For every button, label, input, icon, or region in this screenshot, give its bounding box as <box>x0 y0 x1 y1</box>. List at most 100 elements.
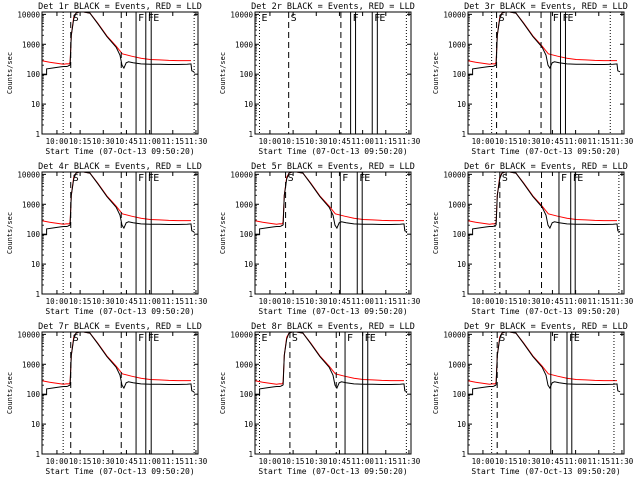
panel-4-series-events-2 <box>69 171 195 233</box>
panel-7-xtick-label: 10:00 <box>46 457 69 466</box>
panel-4-xtick-label: 11:30 <box>185 297 208 306</box>
panel-9-series-events-0 <box>467 384 497 396</box>
panel-7-xtick-label: 11:15 <box>161 457 184 466</box>
panel-9-xtick-label: 11:00 <box>564 457 587 466</box>
panel-5-xtick-label: 11:15 <box>374 297 397 306</box>
panel-5-marker-label: S <box>288 173 294 184</box>
panel-1-xtick-label: 10:15 <box>69 137 92 146</box>
panel-9-plot-frame <box>467 331 625 455</box>
panel-8-series-lld-1 <box>254 331 404 385</box>
panel-7-title: Det 7r BLACK = Events, RED = LLD <box>38 322 202 332</box>
panel-3-ylabel: Counts/sec <box>432 52 440 94</box>
panel-7-xlabel: Start Time (07-Oct-13 09:50:20) <box>45 467 194 476</box>
panel-9-xtick-label: 10:00 <box>472 457 495 466</box>
panel-7-ytick-label: 1 <box>35 450 40 459</box>
panel-4-title: Det 4r BLACK = Events, RED = LLD <box>38 162 202 172</box>
panel-4-series-events-0 <box>41 224 71 236</box>
panel-2-xtick-label: 11:30 <box>398 137 421 146</box>
panel-2-title: Det 2r BLACK = Events, RED = LLD <box>251 2 415 12</box>
panel-6-title: Det 6r BLACK = Events, RED = LLD <box>464 162 628 172</box>
panel-3: Det 3r BLACK = Events, RED = LLD Counts/s… <box>432 2 634 156</box>
panel-3-xtick-label: 10:45 <box>541 137 564 146</box>
panel-5-marker-label: F <box>342 173 348 184</box>
panel-2-marker-label: E <box>379 13 385 24</box>
panel-3-marker-label: E <box>567 13 573 24</box>
panel-9-ytick-label: 1 <box>461 450 466 459</box>
panel-6-ytick-label: 1 <box>461 290 466 299</box>
panel-4-plot-frame <box>41 171 199 295</box>
panel-6-ytick-label: 10 <box>457 260 467 269</box>
panel-7-marker-label: S <box>73 333 79 344</box>
panel-8-ytick-label: 10 <box>244 420 254 429</box>
panel-5-ytick-label: 100 <box>239 230 253 239</box>
panel-2: Det 2r BLACK = Events, RED = LLD Counts/s… <box>219 2 421 156</box>
panel-5-plot-frame <box>254 171 412 295</box>
panel-7-ylabel: Counts/sec <box>6 372 14 414</box>
panel-6-xtick-label: 11:30 <box>611 297 634 306</box>
panel-5-xtick-label: 10:45 <box>328 297 351 306</box>
panel-6-ytick-label: 100 <box>452 230 466 239</box>
panel-6-xtick-label: 11:00 <box>564 297 587 306</box>
panel-8-ytick-label: 1 <box>248 450 253 459</box>
panel-7-series-lld-1 <box>41 331 191 385</box>
panel-9-xtick-label: 10:30 <box>518 457 541 466</box>
panel-2-ytick-label: 1000 <box>235 40 254 49</box>
panel-5-series-lld-1 <box>254 171 404 225</box>
panel-2-ylabel: Counts/sec <box>219 52 227 94</box>
panel-1-marker-label: F <box>138 13 144 24</box>
panel-5-ytick-label: 10000 <box>230 170 253 179</box>
panel-8-xtick-label: 10:15 <box>282 457 305 466</box>
panel-3-xtick-label: 10:30 <box>518 137 541 146</box>
panel-1-series-lld-1 <box>41 11 191 65</box>
panel-5-ylabel: Counts/sec <box>219 212 227 254</box>
panel-3-xtick-label: 11:15 <box>587 137 610 146</box>
panel-8-plot-frame <box>254 331 412 455</box>
panel-8: Det 8r BLACK = Events, RED = LLD Counts/s… <box>219 322 421 476</box>
panel-8-xtick-label: 11:15 <box>374 457 397 466</box>
panel-2-xtick-label: 11:00 <box>351 137 374 146</box>
panel-8-xtick-label: 10:00 <box>259 457 282 466</box>
panel-8-series-events-0 <box>254 384 284 396</box>
panel-3-series-events-0 <box>467 64 497 76</box>
panel-6-plot-frame <box>467 171 625 295</box>
panel-7-xtick-label: 11:30 <box>185 457 208 466</box>
panel-6-xlabel: Start Time (07-Oct-13 09:50:20) <box>471 307 620 316</box>
panel-5-marker-label: E <box>364 173 370 184</box>
panel-5-ytick-label: 1 <box>248 290 253 299</box>
panel-3-xtick-label: 11:30 <box>611 137 634 146</box>
panel-1-series-events-0 <box>41 64 71 76</box>
panel-5-ytick-label: 1000 <box>235 200 254 209</box>
panel-1-ytick-label: 10 <box>31 100 41 109</box>
panel-9-marker-label: E <box>574 333 580 344</box>
panel-5-xtick-label: 10:00 <box>259 297 282 306</box>
panel-5-series-events-0 <box>254 224 284 236</box>
panel-4-xlabel: Start Time (07-Oct-13 09:50:20) <box>45 307 194 316</box>
panel-4-marker-label: E <box>153 173 159 184</box>
panel-9-xtick-label: 10:15 <box>495 457 518 466</box>
panel-7-xtick-label: 10:30 <box>92 457 115 466</box>
panel-5-title: Det 5r BLACK = Events, RED = LLD <box>251 162 415 172</box>
panel-3-xtick-label: 11:00 <box>564 137 587 146</box>
panel-9-xtick-label: 11:15 <box>587 457 610 466</box>
panel-8-marker-label: E <box>370 333 376 344</box>
panel-8-marker-label: E <box>261 333 267 344</box>
panel-9-ytick-label: 100 <box>452 390 466 399</box>
panel-3-title: Det 3r BLACK = Events, RED = LLD <box>464 2 628 12</box>
panel-6-marker-label: F <box>573 173 579 184</box>
panel-3-marker-label: F <box>553 13 559 24</box>
panel-1-marker-label: E <box>153 13 159 24</box>
panel-9-ylabel: Counts/sec <box>432 372 440 414</box>
panel-8-xtick-label: 10:45 <box>328 457 351 466</box>
panel-9: Det 9r BLACK = Events, RED = LLD Counts/s… <box>432 322 634 476</box>
panel-4-xtick-label: 10:00 <box>46 297 69 306</box>
panel-5-ytick-label: 10 <box>244 260 254 269</box>
panel-1-ytick-label: 1 <box>35 130 40 139</box>
panel-1-xtick-label: 10:00 <box>46 137 69 146</box>
panel-7-marker-label: F <box>138 333 144 344</box>
panel-4-marker-label: S <box>73 173 79 184</box>
panel-7-plot-frame <box>41 331 199 455</box>
panel-1-ytick-label: 10000 <box>17 10 40 19</box>
panel-3-ytick-label: 1000 <box>448 40 467 49</box>
panel-2-ytick-label: 1 <box>248 130 253 139</box>
